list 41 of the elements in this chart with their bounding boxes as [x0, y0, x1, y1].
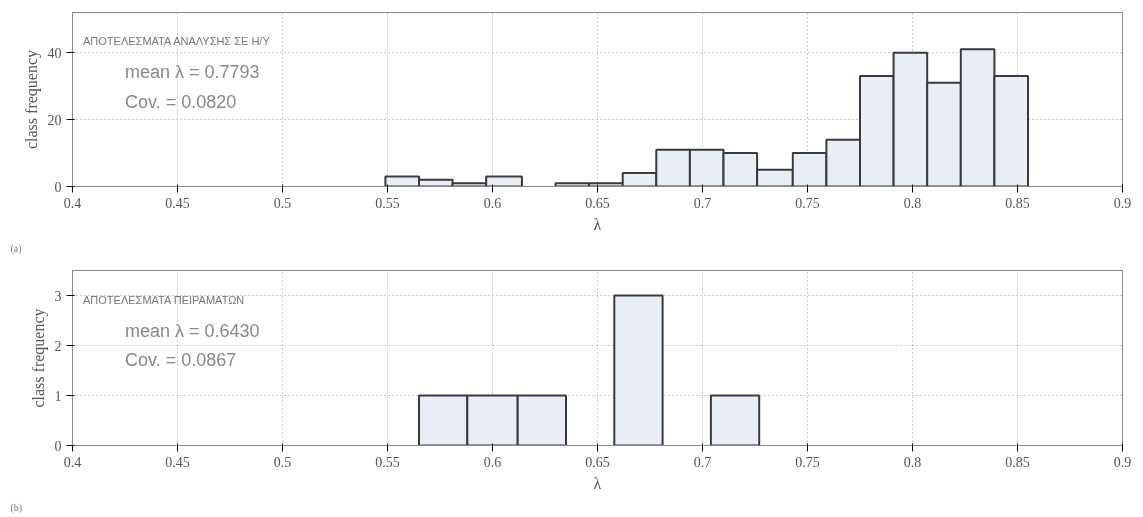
annotation: Cov. = 0.0820: [125, 91, 237, 112]
text: ΑΠΟΤΕΛΕΣΜΑΤΑ ΠΕΙΡΑΜΑΤΩΝ: [83, 293, 245, 306]
x-tick-label: 0.4: [63, 195, 82, 211]
annotation: Cov. = 0.0867: [125, 350, 237, 371]
y-axis-title: class frequency: [22, 49, 41, 150]
y-tick-label: 20: [47, 112, 62, 128]
text: (a): [10, 242, 22, 255]
x-tick-label: 0.75: [795, 454, 820, 470]
x-tick-label: 0.9: [1113, 454, 1132, 470]
x-tick-label: 0.6: [483, 195, 502, 211]
x-tick-label: 0.55: [375, 454, 400, 470]
text: (b): [10, 501, 23, 514]
x-axis-title: λ: [593, 215, 602, 233]
y-tick-label: 1: [54, 388, 62, 404]
annotation: mean λ = 0.6430: [125, 320, 260, 341]
x-tick-label: 0.7: [693, 454, 712, 470]
y-tick-label: 0: [54, 438, 62, 454]
x-tick-label: 0.6: [483, 454, 502, 470]
y-tick-label: 2: [54, 338, 62, 354]
x-tick-label: 0.7: [693, 195, 712, 211]
x-tick-label: 0.45: [165, 454, 190, 470]
x-axis-title: λ: [593, 474, 602, 492]
x-tick-label: 0.75: [795, 195, 820, 211]
x-tick-label: 0.65: [585, 454, 610, 470]
x-tick-label: 0.85: [1005, 195, 1030, 211]
x-tick-label: 0.5: [273, 454, 292, 470]
y-axis-title: class frequency: [29, 308, 48, 408]
x-tick-label: 0.9: [1113, 195, 1132, 211]
x-tick-label: 0.45: [165, 195, 190, 211]
x-tick-label: 0.5: [273, 195, 292, 211]
y-tick-label: 0: [54, 179, 62, 195]
x-tick-label: 0.8: [903, 195, 922, 211]
x-tick-label: 0.65: [585, 195, 610, 211]
y-tick-label: 3: [54, 288, 62, 304]
text: ΑΠΟΤΕΛΕΣΜΑΤΑ ΑΝΑΛΥΣΗΣ ΣΕ Η/Υ: [83, 35, 271, 48]
y-tick-label: 40: [47, 45, 62, 61]
x-tick-label: 0.85: [1005, 454, 1030, 470]
x-tick-label: 0.55: [375, 195, 400, 211]
annotation: mean λ = 0.7793: [125, 62, 260, 83]
x-tick-label: 0.4: [63, 454, 82, 470]
x-tick-label: 0.8: [903, 454, 922, 470]
